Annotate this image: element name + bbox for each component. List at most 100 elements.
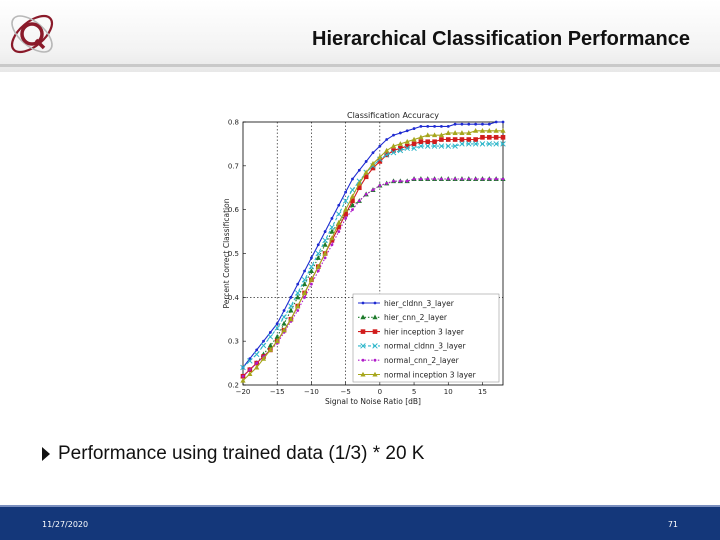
data-point — [301, 277, 308, 283]
data-point — [343, 206, 349, 212]
data-point — [487, 122, 491, 126]
data-point — [364, 160, 368, 163]
data-point — [412, 127, 416, 130]
data-point — [493, 141, 499, 147]
data-point — [323, 230, 327, 233]
data-point — [241, 374, 245, 378]
data-point — [315, 263, 321, 269]
data-point — [500, 141, 506, 147]
data-point — [371, 188, 375, 192]
data-point — [288, 303, 294, 309]
data-point — [397, 147, 404, 154]
data-point — [397, 141, 403, 146]
data-point — [494, 120, 498, 124]
data-point — [336, 211, 342, 217]
data-point — [467, 122, 471, 126]
data-point — [248, 357, 252, 361]
x-tick-label: 5 — [412, 388, 416, 396]
data-point — [438, 143, 445, 149]
data-point — [281, 327, 287, 333]
data-point — [240, 377, 246, 383]
data-point — [418, 143, 424, 149]
data-point — [255, 348, 259, 352]
data-point — [301, 290, 308, 295]
data-point — [501, 177, 505, 181]
data-point — [424, 143, 431, 149]
data-point — [255, 361, 259, 365]
data-point — [274, 338, 280, 344]
data-point — [501, 120, 505, 124]
data-point — [378, 144, 382, 148]
bullet-item: Performance using trained data (1/3) * 2… — [42, 441, 424, 467]
data-point — [357, 199, 361, 203]
data-point — [418, 134, 424, 140]
page-number: 71 — [667, 520, 678, 529]
data-point — [330, 243, 334, 247]
data-point — [459, 137, 465, 142]
legend-label: hier_cldnn_3_layer — [384, 299, 455, 308]
data-point — [289, 295, 293, 299]
data-point — [459, 130, 465, 135]
data-point — [344, 217, 348, 220]
y-tick-label: 0.6 — [228, 206, 240, 214]
data-point — [486, 127, 492, 133]
data-point — [377, 159, 383, 164]
x-tick-label: 15 — [478, 388, 487, 396]
legend-marker — [360, 314, 366, 320]
data-point — [260, 342, 267, 349]
data-point — [343, 211, 348, 217]
x-tick-label: −10 — [304, 388, 319, 396]
data-point — [295, 303, 301, 309]
data-point — [267, 347, 273, 352]
legend-marker — [372, 329, 378, 334]
data-point — [438, 132, 445, 138]
legend-marker — [360, 343, 366, 349]
y-tick-label: 0.3 — [228, 338, 239, 346]
data-point — [459, 141, 465, 147]
legend-marker — [372, 371, 378, 377]
data-point — [460, 177, 464, 181]
footer-band — [0, 507, 720, 540]
data-point — [411, 145, 417, 152]
data-point — [262, 339, 265, 343]
data-point — [383, 152, 390, 158]
data-point — [385, 181, 389, 185]
data-point — [342, 198, 349, 204]
data-point — [364, 192, 368, 196]
data-point — [322, 250, 328, 256]
legend-marker — [361, 301, 365, 305]
legend-box — [352, 293, 500, 383]
data-point — [500, 127, 506, 133]
data-point — [479, 127, 486, 133]
data-point — [301, 281, 308, 287]
data-point — [254, 364, 260, 370]
q-logo-icon — [10, 14, 54, 54]
data-point — [363, 169, 369, 175]
data-point — [404, 145, 410, 152]
data-point — [274, 333, 280, 339]
x-tick-label: 10 — [444, 388, 453, 396]
data-point — [425, 132, 431, 138]
data-point — [487, 177, 491, 181]
data-point — [294, 290, 301, 296]
data-point — [308, 277, 315, 282]
data-point — [392, 179, 395, 183]
x-tick-label: −5 — [340, 388, 350, 396]
data-point — [392, 133, 395, 137]
data-point — [486, 141, 493, 147]
data-point — [323, 256, 327, 260]
data-point — [371, 151, 375, 155]
data-point — [248, 368, 252, 372]
data-point — [247, 358, 253, 364]
data-point — [337, 203, 341, 207]
data-point — [240, 364, 246, 371]
y-tick-label: 0.8 — [228, 119, 239, 127]
data-point — [481, 177, 484, 181]
bullet-text: Performance using trained data (1/3) * 2… — [58, 443, 425, 464]
data-point — [466, 141, 472, 147]
data-point — [315, 250, 322, 257]
data-point — [480, 135, 485, 140]
data-point — [349, 187, 356, 193]
data-point — [274, 325, 280, 331]
legend-label: normal_cldnn_3_layer — [384, 342, 467, 351]
